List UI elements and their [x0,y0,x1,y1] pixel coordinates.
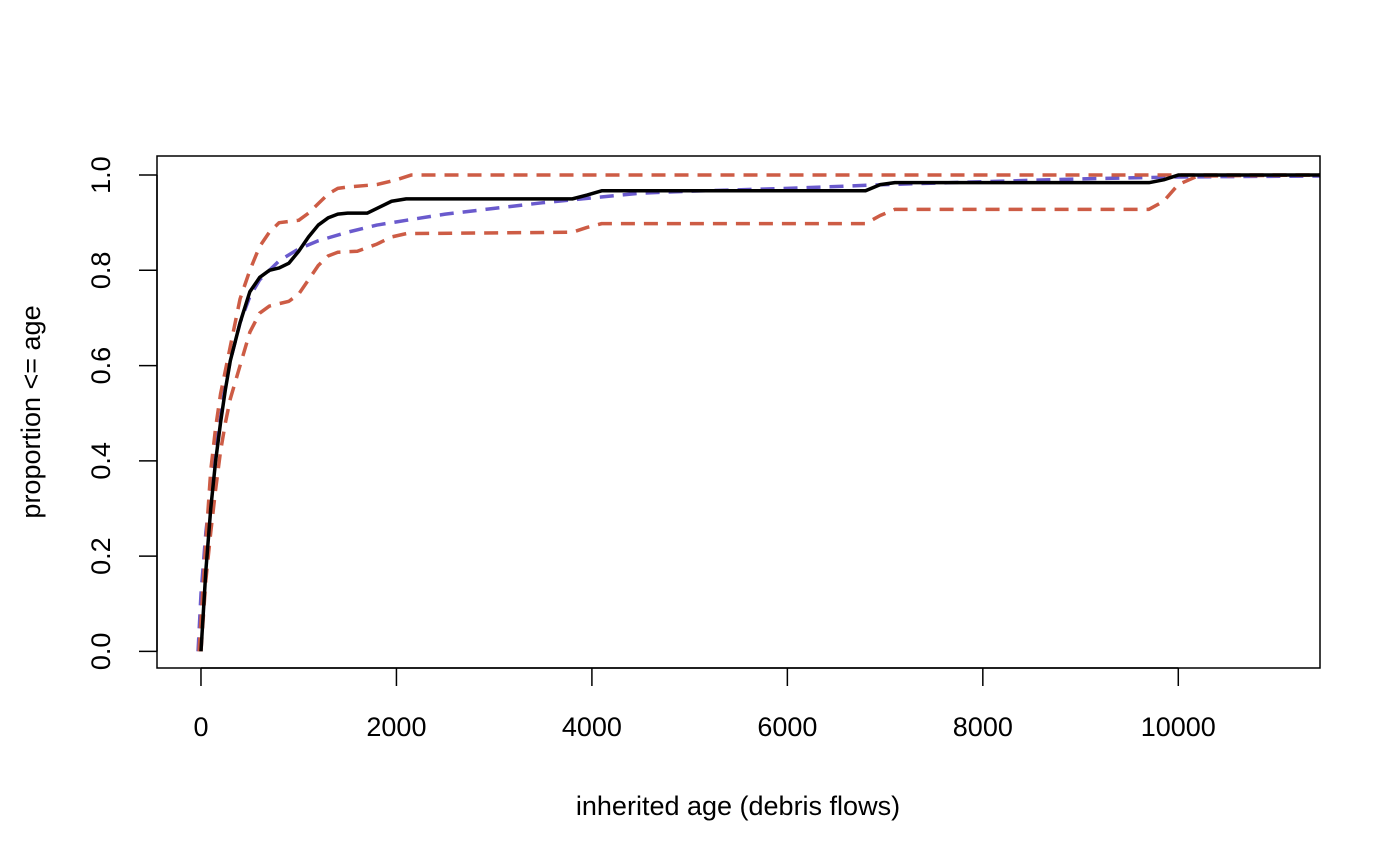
y-tick-label: 0.2 [86,537,116,575]
plot-frame [156,155,1321,669]
x-tick-label: 6000 [757,712,817,742]
series-line-1 [196,174,1320,652]
x-tick-label: 4000 [562,712,622,742]
x-tick-label: 8000 [953,712,1013,742]
series-line-3 [199,173,1320,652]
y-tick-label: 0.8 [86,252,116,290]
x-tick-label: 2000 [366,712,426,742]
series-layer [196,173,1320,652]
y-axis-title: proportion <= age [16,305,46,518]
x-tick-label: 10000 [1141,712,1216,742]
x-axis-title: inherited age (debris flows) [576,791,900,821]
y-tick-label: 0.0 [86,633,116,671]
x-axis: 0 2000 4000 6000 8000 10000 [193,667,1216,742]
y-tick-label: 0.4 [86,442,116,480]
x-tick-label: 0 [193,712,208,742]
series-line-0 [199,173,1320,652]
y-axis: 0.0 0.2 0.4 0.6 0.8 1.0 [86,156,158,671]
y-tick-label: 1.0 [86,156,116,194]
y-tick-label: 0.6 [86,347,116,385]
series-line-2 [197,173,1320,652]
